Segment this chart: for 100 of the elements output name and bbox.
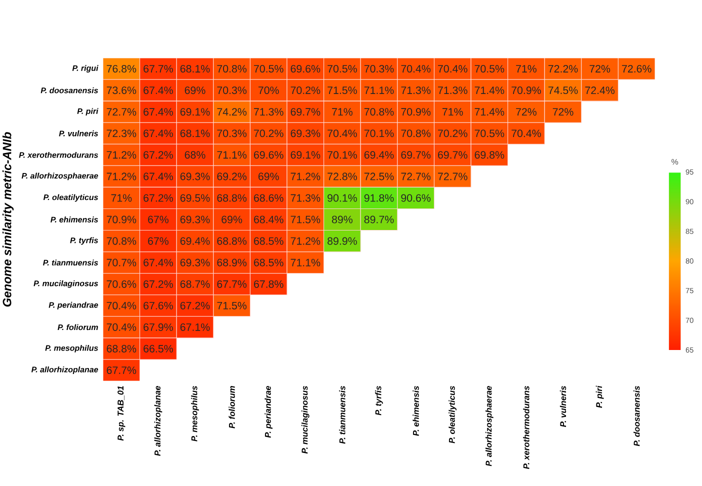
x-tick-label: P. mucilaginosus — [301, 386, 310, 454]
data-label: 72.7% — [438, 172, 468, 180]
data-label: 71.2% — [106, 151, 136, 159]
data-label: 70.8% — [364, 108, 394, 116]
data-label: 71.2% — [290, 237, 320, 245]
data-label: 71.3% — [401, 86, 431, 94]
data-label: 69.4% — [180, 237, 210, 245]
data-label: 74.2% — [217, 108, 247, 116]
data-label: 70.7% — [106, 258, 136, 266]
data-label: 71.5% — [217, 302, 247, 310]
data-label: 70.4% — [328, 130, 357, 138]
data-label: 68.1% — [180, 65, 210, 73]
data-label: 70.8% — [401, 130, 431, 138]
data-label: 70% — [258, 86, 279, 94]
data-label: 89.7% — [364, 216, 394, 224]
data-label: 69.2% — [217, 172, 247, 180]
data-label: 71.2% — [290, 172, 320, 180]
data-label: 70.2% — [254, 130, 284, 138]
data-label: 69% — [222, 216, 242, 224]
data-label: 70.1% — [364, 130, 394, 138]
data-label: 71% — [516, 65, 536, 73]
data-label: 68.5% — [254, 258, 284, 266]
data-label: 72.8% — [328, 172, 357, 180]
data-label: 69.3% — [180, 172, 210, 180]
data-label: 69.6% — [290, 65, 320, 73]
y-tick-label: P. allorhizoplanae — [31, 366, 98, 374]
data-label: 69% — [184, 86, 206, 94]
y-tick-label: P. periandrae — [48, 302, 98, 310]
color-bar-title: % — [672, 159, 678, 165]
data-label: 69.7% — [438, 151, 468, 159]
y-tick-label: P. ehimensis — [50, 216, 98, 222]
y-tick-label: P. mesophilus — [45, 344, 98, 352]
data-label: 67.2% — [144, 151, 173, 159]
data-label: 67.7% — [144, 65, 173, 73]
data-label: 70.4% — [401, 65, 431, 73]
data-label: 67.4% — [144, 130, 173, 138]
y-tick-label: P. mucilaginosus — [34, 280, 98, 288]
data-label: 70.5% — [474, 65, 504, 73]
data-label: 67.7% — [106, 366, 136, 374]
data-label: 68.8% — [217, 237, 247, 245]
data-label: 68.6% — [254, 194, 284, 202]
data-label: 70.3% — [364, 65, 394, 73]
data-label: 72.7% — [401, 172, 431, 180]
data-label: 67.7% — [217, 280, 247, 288]
x-tick-label: P. oleatilyticus — [448, 386, 457, 444]
data-label: 72.2% — [548, 65, 578, 73]
data-label: 67.2% — [144, 194, 173, 202]
data-label: 68.9% — [217, 258, 247, 266]
y-axis-title: Genome similarity metric-ANIb — [2, 132, 14, 307]
data-label: 67.4% — [144, 172, 173, 180]
data-label: 69.3% — [180, 258, 210, 266]
x-tick-label: P. tyrfis — [375, 386, 383, 416]
data-label: 71.5% — [328, 86, 357, 94]
y-tick-label: P. tyrfis — [70, 237, 98, 245]
data-label: 70.2% — [438, 130, 468, 138]
data-label: 66.5% — [144, 344, 173, 352]
x-tick-label: P. vulneris — [560, 386, 566, 427]
x-tick-label: P. foliorum — [228, 386, 235, 428]
data-label: 71.1% — [364, 86, 394, 94]
data-label: 67% — [148, 216, 168, 224]
data-label: 70.9% — [512, 86, 541, 94]
x-tick-label: P. piri — [596, 386, 604, 408]
data-label: 71.2% — [106, 172, 136, 180]
data-label: 71.3% — [254, 108, 284, 116]
data-label: 70.9% — [106, 216, 136, 224]
data-label: 69.1% — [180, 108, 210, 116]
data-label: 71% — [332, 108, 352, 116]
y-tick-label: P. tianmuensis — [43, 260, 98, 266]
data-label: 68.8% — [217, 194, 247, 202]
data-label: 71.4% — [474, 108, 504, 116]
data-label: 72% — [552, 108, 574, 116]
data-label: 91.8% — [364, 194, 394, 202]
data-label: 67.4% — [144, 258, 173, 266]
data-label: 70.9% — [401, 108, 431, 116]
data-label: 67.4% — [144, 108, 173, 116]
data-label: 68.1% — [180, 130, 210, 138]
data-label: 67.2% — [180, 302, 210, 310]
data-label: 70.4% — [106, 302, 136, 310]
data-label: 76.8% — [106, 65, 136, 73]
x-tick-label: P. allorhizosphaerae — [485, 386, 494, 466]
x-tick-label: P. tianmuensis — [339, 386, 346, 444]
x-tick-label: P. periandrae — [264, 386, 273, 438]
data-label: 69% — [258, 172, 279, 180]
data-label: 70.4% — [512, 130, 541, 138]
x-tick-label: P. ehimensis — [412, 386, 419, 436]
data-label: 69.5% — [180, 194, 210, 202]
data-label: 69.7% — [401, 151, 431, 159]
data-label: 72.5% — [364, 172, 394, 180]
data-label: 71% — [442, 108, 463, 116]
y-tick-label: P. vulneris — [59, 130, 98, 136]
data-label: 69.7% — [290, 108, 320, 116]
data-label: 90.6% — [401, 194, 431, 202]
data-label: 70.4% — [438, 65, 468, 73]
y-tick-label: P. rigui — [72, 65, 98, 72]
data-label: 70.1% — [328, 151, 357, 159]
data-label: 69.3% — [180, 216, 210, 224]
data-label: 89% — [332, 216, 352, 224]
data-label: 67.1% — [180, 323, 210, 331]
data-label: 70.6% — [106, 280, 136, 288]
data-label: 67.6% — [144, 302, 173, 310]
